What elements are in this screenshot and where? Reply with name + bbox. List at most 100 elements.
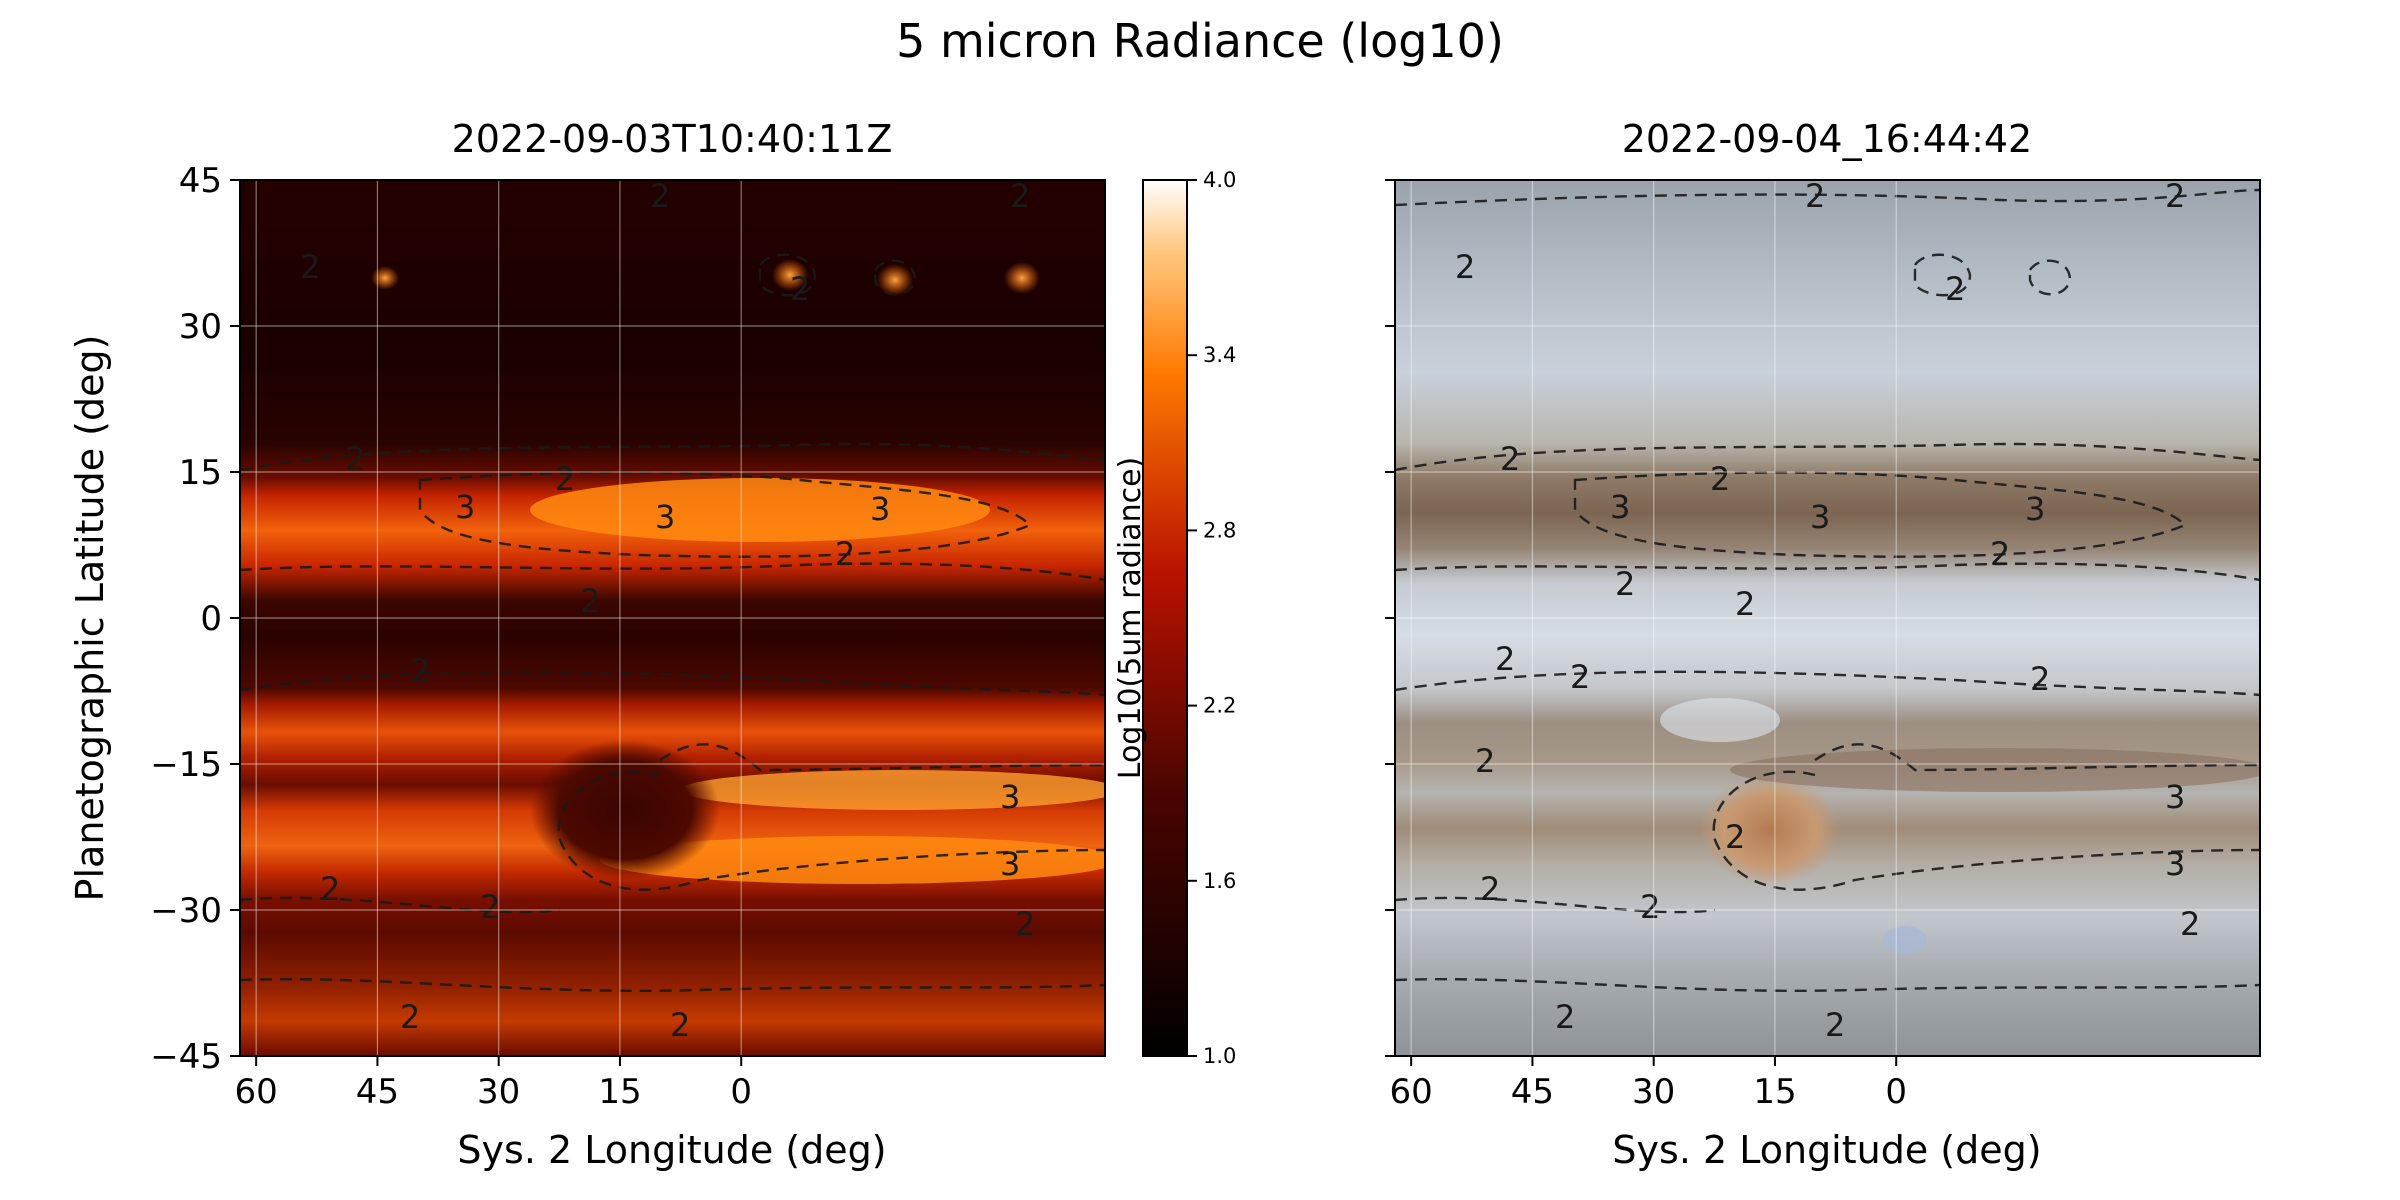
y-tick-label: −15 bbox=[150, 745, 222, 785]
left-grs-cold bbox=[530, 740, 720, 880]
left-contours bbox=[240, 253, 1105, 992]
y-tick-label: 45 bbox=[179, 161, 222, 201]
contour-label: 2 bbox=[1615, 565, 1635, 603]
contour-label: 2 bbox=[1945, 270, 1965, 308]
right-x-axis-label: Sys. 2 Longitude (deg) bbox=[1612, 1128, 2041, 1172]
left-contour-line bbox=[557, 770, 1105, 891]
colorbar: 4.0 3.4 2.8 2.2 1.6 1.0 Log10(5um radiance) bbox=[1113, 168, 1236, 1068]
left-y-axis-label: Planetographic Latitude (deg) bbox=[68, 335, 112, 902]
contour-label: 2 bbox=[1555, 998, 1575, 1036]
right-contour-line bbox=[1395, 978, 2260, 992]
contour-label: 2 bbox=[1015, 905, 1035, 943]
contour-label: 3 bbox=[1000, 845, 1020, 883]
left-panel-title: 2022-09-03T10:40:11Z bbox=[452, 117, 893, 161]
y-tick-label: 15 bbox=[179, 453, 222, 493]
contour-label: 2 bbox=[1725, 818, 1745, 856]
x-tick-label: 45 bbox=[356, 1072, 399, 1112]
left-contour-line bbox=[659, 743, 1105, 772]
x-tick-label: 15 bbox=[598, 1072, 641, 1112]
y-tick-label: 30 bbox=[179, 307, 222, 347]
contour-label: 3 bbox=[655, 498, 675, 536]
contour-label: 2 bbox=[2165, 177, 2185, 215]
left-contour-line bbox=[240, 670, 1105, 697]
left-gridlines bbox=[240, 180, 1105, 1056]
left-heatmap-image bbox=[240, 180, 1105, 1056]
left-contour-labels: 2 2 2 2 3 3 3 2 2 2 2 3 3 2 2 2 2 2 2 bbox=[300, 180, 1035, 1044]
right-great-red-spot bbox=[1700, 775, 1840, 885]
contour-label: 2 bbox=[1990, 535, 2010, 573]
left-contour-line bbox=[240, 896, 561, 914]
colorbar-gradient bbox=[1142, 179, 1188, 1057]
left-contour-line bbox=[240, 562, 1105, 582]
colorbar-tick-label: 4.0 bbox=[1203, 168, 1236, 192]
contour-label: 2 bbox=[790, 270, 810, 308]
colorbar-tick-label: 1.6 bbox=[1203, 869, 1236, 893]
right-contour-line bbox=[1573, 471, 2188, 558]
contour-label: 2 bbox=[1735, 585, 1755, 623]
right-contour-line bbox=[1712, 770, 2260, 891]
contour-label: 2 bbox=[2180, 905, 2200, 943]
x-tick-label: 0 bbox=[1885, 1072, 1907, 1112]
contour-label: 2 bbox=[1475, 742, 1495, 780]
contour-label: 2 bbox=[345, 440, 365, 478]
colorbar-tick-label: 3.4 bbox=[1203, 343, 1236, 367]
contour-label: 2 bbox=[1455, 248, 1475, 286]
left-x-axis-label: Sys. 2 Longitude (deg) bbox=[457, 1128, 886, 1172]
contour-label: 2 bbox=[1825, 1006, 1845, 1044]
left-y-axis: 45 30 15 0 −15 −30 −45 bbox=[150, 161, 240, 1077]
right-brown-belt bbox=[1730, 748, 2260, 792]
right-contour-line bbox=[1395, 670, 2260, 697]
colorbar-tick-label: 2.8 bbox=[1203, 518, 1236, 542]
contour-label: 2 bbox=[410, 652, 430, 690]
contour-label: 2 bbox=[1640, 888, 1660, 926]
contour-label: 3 bbox=[2165, 778, 2185, 816]
right-x-axis: 60 45 30 15 0 bbox=[1390, 1056, 1907, 1112]
contour-label: 2 bbox=[1500, 440, 1520, 478]
contour-label: 2 bbox=[670, 1006, 690, 1044]
contour-label: 2 bbox=[480, 888, 500, 926]
contour-label: 3 bbox=[1610, 488, 1630, 526]
right-contour-line bbox=[1395, 896, 1716, 914]
contour-label: 3 bbox=[870, 490, 890, 528]
contour-label: 2 bbox=[1495, 640, 1515, 678]
colorbar-ticks: 4.0 3.4 2.8 2.2 1.6 1.0 bbox=[1187, 168, 1236, 1068]
left-hot-spot bbox=[772, 259, 808, 291]
y-tick-label: −45 bbox=[150, 1037, 222, 1077]
right-contour-line bbox=[1395, 562, 2260, 582]
right-y-axis bbox=[1385, 179, 1395, 1057]
left-hot-streak-south bbox=[600, 836, 1105, 884]
left-hot-spot bbox=[1004, 262, 1040, 294]
x-tick-label: 45 bbox=[1511, 1072, 1554, 1112]
contour-label: 3 bbox=[1810, 498, 1830, 536]
contour-label: 2 bbox=[1480, 870, 1500, 908]
left-contour-line bbox=[418, 471, 1033, 558]
colorbar-label: Log10(5um radiance) bbox=[1113, 457, 1148, 779]
x-tick-label: 15 bbox=[1753, 1072, 1796, 1112]
x-tick-label: 60 bbox=[235, 1072, 278, 1112]
contour-label: 2 bbox=[2030, 660, 2050, 698]
y-tick-label: −30 bbox=[150, 891, 222, 931]
left-hot-streak-mid bbox=[680, 770, 1105, 810]
right-contours bbox=[1395, 188, 2260, 992]
x-tick-label: 0 bbox=[730, 1072, 752, 1112]
right-contour-labels: 2 2 2 2 2 2 3 3 3 2 2 2 2 2 2 2 3 3 2 2 bbox=[1455, 177, 2200, 1044]
contour-label: 2 bbox=[555, 460, 575, 498]
x-tick-label: 30 bbox=[477, 1072, 520, 1112]
contour-label: 2 bbox=[320, 870, 340, 908]
right-panel-title: 2022-09-04_16:44:42 bbox=[1622, 117, 2033, 161]
contour-label: 2 bbox=[1710, 460, 1730, 498]
right-blue-spot bbox=[1883, 926, 1927, 954]
contour-label: 2 bbox=[835, 535, 855, 573]
right-white-cloud bbox=[1660, 698, 1780, 742]
contour-label: 2 bbox=[1805, 177, 1825, 215]
left-x-axis: 60 45 30 15 0 bbox=[235, 1056, 752, 1112]
contour-label: 3 bbox=[455, 488, 475, 526]
left-contour-line bbox=[240, 978, 1105, 992]
left-panel: 2022-09-03T10:40:11Z bbox=[68, 117, 1106, 1172]
left-contour-line bbox=[758, 253, 817, 297]
left-contour-line bbox=[240, 442, 1105, 472]
right-contour-line bbox=[1913, 253, 1972, 297]
figure-title: 5 micron Radiance (log10) bbox=[896, 14, 1504, 68]
left-hot-spot bbox=[371, 266, 399, 290]
contour-label: 2 bbox=[300, 248, 320, 286]
